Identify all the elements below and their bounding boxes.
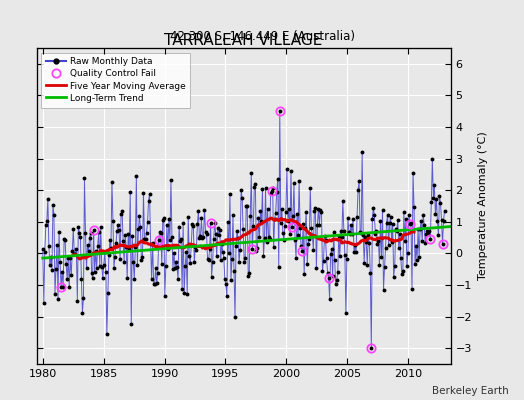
Text: 42.300 S, 146.449 E (Australia): 42.300 S, 146.449 E (Australia) xyxy=(169,30,355,43)
Title: TARRALEAH VILLAGE: TARRALEAH VILLAGE xyxy=(165,33,323,48)
Legend: Raw Monthly Data, Quality Control Fail, Five Year Moving Average, Long-Term Tren: Raw Monthly Data, Quality Control Fail, … xyxy=(41,52,190,108)
Text: Berkeley Earth: Berkeley Earth xyxy=(432,386,508,396)
Y-axis label: Temperature Anomaly (°C): Temperature Anomaly (°C) xyxy=(477,132,487,280)
